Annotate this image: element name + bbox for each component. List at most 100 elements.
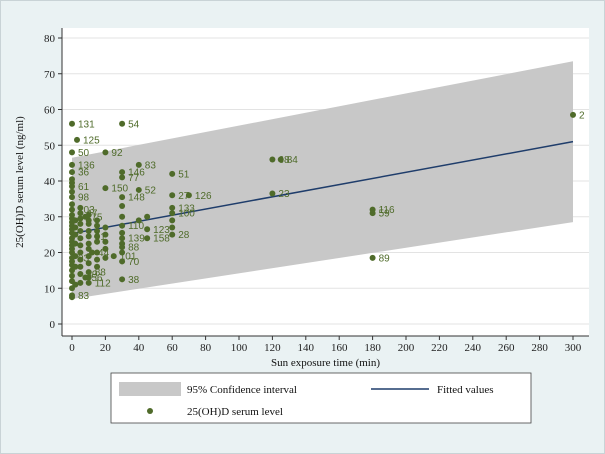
data-point [85, 228, 92, 235]
legend-ci-label: 95% Confidence interval [187, 384, 297, 396]
data-point [119, 276, 126, 283]
y-tick-label-10: 10 [44, 283, 56, 295]
data-point [119, 213, 126, 220]
fitted-line [71, 140, 574, 235]
legend-fit-label: Fitted values [437, 384, 494, 396]
point-label: 52 [145, 185, 157, 196]
point-label: 83 [145, 160, 157, 171]
data-point [135, 186, 142, 193]
data-point [69, 211, 75, 218]
data-point [119, 235, 126, 242]
data-point [144, 213, 151, 220]
data-point [69, 161, 75, 168]
point-label: 116 [379, 205, 395, 216]
data-point [85, 233, 92, 240]
point-label: 51 [178, 169, 190, 180]
data-point [94, 217, 101, 224]
data-point [185, 192, 192, 199]
data-point [119, 120, 126, 127]
data-point [144, 226, 151, 233]
point-label: 28 [178, 230, 190, 241]
x-tick-label-260: 260 [498, 342, 515, 354]
point-label: 146 [128, 168, 145, 179]
legend-point-swatch [147, 408, 153, 414]
point-label: 150 [111, 184, 128, 195]
point-label: 100 [178, 209, 195, 220]
point-label: 54 [128, 119, 140, 130]
data-point [85, 279, 92, 286]
data-point [94, 222, 101, 229]
data-point [94, 263, 101, 270]
data-point [69, 183, 75, 190]
confidence-band [72, 61, 573, 299]
data-point [169, 231, 176, 238]
data-point [119, 244, 126, 251]
data-point [102, 224, 109, 231]
data-point [169, 224, 176, 231]
point-label: 61 [78, 182, 90, 193]
data-point [85, 260, 92, 267]
y-tick-label-0: 0 [50, 319, 56, 331]
data-point [72, 217, 79, 224]
point-label: 133 [178, 203, 195, 214]
point-label: 75 [91, 212, 103, 223]
data-point [85, 269, 92, 276]
point-label: 39 [86, 269, 98, 280]
data-point [169, 210, 176, 217]
point-label: 89 [379, 253, 391, 264]
data-point [85, 240, 92, 247]
x-tick-label-220: 220 [431, 342, 448, 354]
data-point [74, 136, 81, 143]
data-point [69, 188, 75, 195]
data-point [77, 210, 84, 217]
data-point [119, 194, 126, 201]
data-point [72, 263, 79, 270]
x-tick-label-80: 80 [200, 342, 212, 354]
data-point [102, 245, 109, 252]
point-label: 68 [278, 155, 290, 166]
data-point [69, 176, 75, 183]
point-label: 148 [128, 193, 145, 204]
data-point [102, 254, 109, 261]
point-label: 23 [278, 189, 290, 200]
point-label: 27 [178, 191, 190, 202]
point-label: 110 [128, 221, 144, 232]
point-label: 44 [98, 248, 110, 259]
point-label: 93 [78, 253, 90, 264]
data-point [102, 185, 109, 192]
x-tick-label-280: 280 [531, 342, 548, 354]
legend-point-label: 25(OH)D serum level [187, 406, 283, 418]
data-point [369, 210, 376, 217]
data-point [369, 254, 376, 261]
data-point [82, 213, 89, 220]
data-point [77, 279, 84, 286]
x-tick-label-180: 180 [364, 342, 381, 354]
data-point [77, 235, 84, 242]
data-point [69, 120, 75, 127]
data-point [77, 204, 84, 211]
data-point [94, 238, 101, 245]
x-tick-label-60: 60 [167, 342, 179, 354]
x-tick-label-40: 40 [133, 342, 145, 354]
x-tick-label-300: 300 [565, 342, 582, 354]
data-point [77, 270, 84, 277]
point-label: 91 [95, 232, 107, 243]
point-label: 101 [120, 252, 137, 263]
data-point [69, 149, 75, 156]
data-point [72, 281, 79, 288]
point-label: 84 [287, 155, 299, 166]
y-tick-label-20: 20 [44, 248, 56, 260]
data-point [169, 217, 176, 224]
data-point [69, 292, 75, 299]
data-point [77, 242, 84, 249]
data-point [69, 201, 75, 208]
point-label: 158 [153, 234, 170, 245]
data-point [89, 249, 96, 256]
data-point [69, 169, 75, 176]
data-point [135, 161, 142, 168]
data-point [110, 253, 117, 260]
point-label: 2 [579, 110, 585, 121]
x-tick-label-140: 140 [298, 342, 315, 354]
y-tick-label-50: 50 [44, 140, 56, 152]
